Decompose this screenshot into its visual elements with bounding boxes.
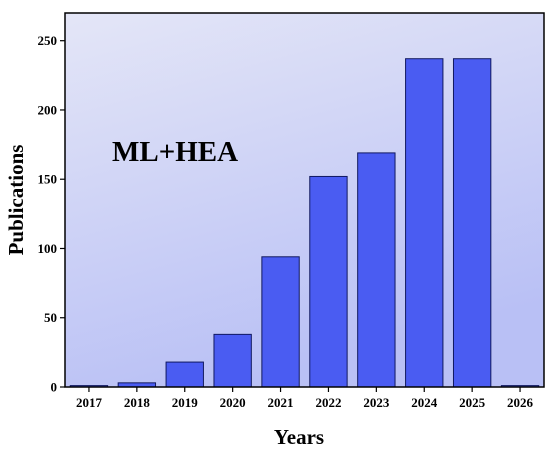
x-tick-label: 2026 bbox=[507, 395, 534, 410]
y-tick-label: 200 bbox=[38, 102, 58, 117]
y-tick-label: 0 bbox=[51, 380, 58, 395]
bar-2020 bbox=[213, 333, 252, 388]
y-tick-label: 250 bbox=[38, 33, 58, 48]
y-axis-title: Publications bbox=[4, 145, 28, 256]
x-axis-title: Years bbox=[274, 425, 324, 449]
x-tick-label: 2023 bbox=[363, 395, 390, 410]
y-axis: 0 50 100 150 200 250 bbox=[38, 33, 65, 395]
x-tick-label: 2019 bbox=[172, 395, 199, 410]
y-tick-label: 150 bbox=[38, 172, 58, 187]
bar-2023 bbox=[357, 152, 396, 388]
x-tick-label: 2024 bbox=[411, 395, 438, 410]
bar-2024 bbox=[405, 58, 444, 388]
bar-2021 bbox=[261, 256, 300, 388]
x-tick-label: 2020 bbox=[220, 395, 246, 410]
x-tick-label: 2025 bbox=[459, 395, 486, 410]
x-axis: 2017 2018 2019 2020 2021 2022 2023 2024 2025 2026 bbox=[76, 387, 534, 410]
bar-2019 bbox=[165, 361, 204, 388]
chart-annotation: ML+HEA bbox=[112, 136, 238, 168]
x-tick-label: 2018 bbox=[124, 395, 151, 410]
plot-frame bbox=[64, 12, 545, 388]
x-tick-label: 2017 bbox=[76, 395, 103, 410]
x-tick-label: 2022 bbox=[315, 395, 341, 410]
bars bbox=[69, 58, 540, 388]
bar-2025 bbox=[452, 58, 492, 388]
y-tick-label: 100 bbox=[38, 241, 58, 256]
y-tick-label: 50 bbox=[44, 310, 57, 325]
bar-2022 bbox=[309, 175, 348, 388]
x-tick-label: 2021 bbox=[268, 395, 294, 410]
